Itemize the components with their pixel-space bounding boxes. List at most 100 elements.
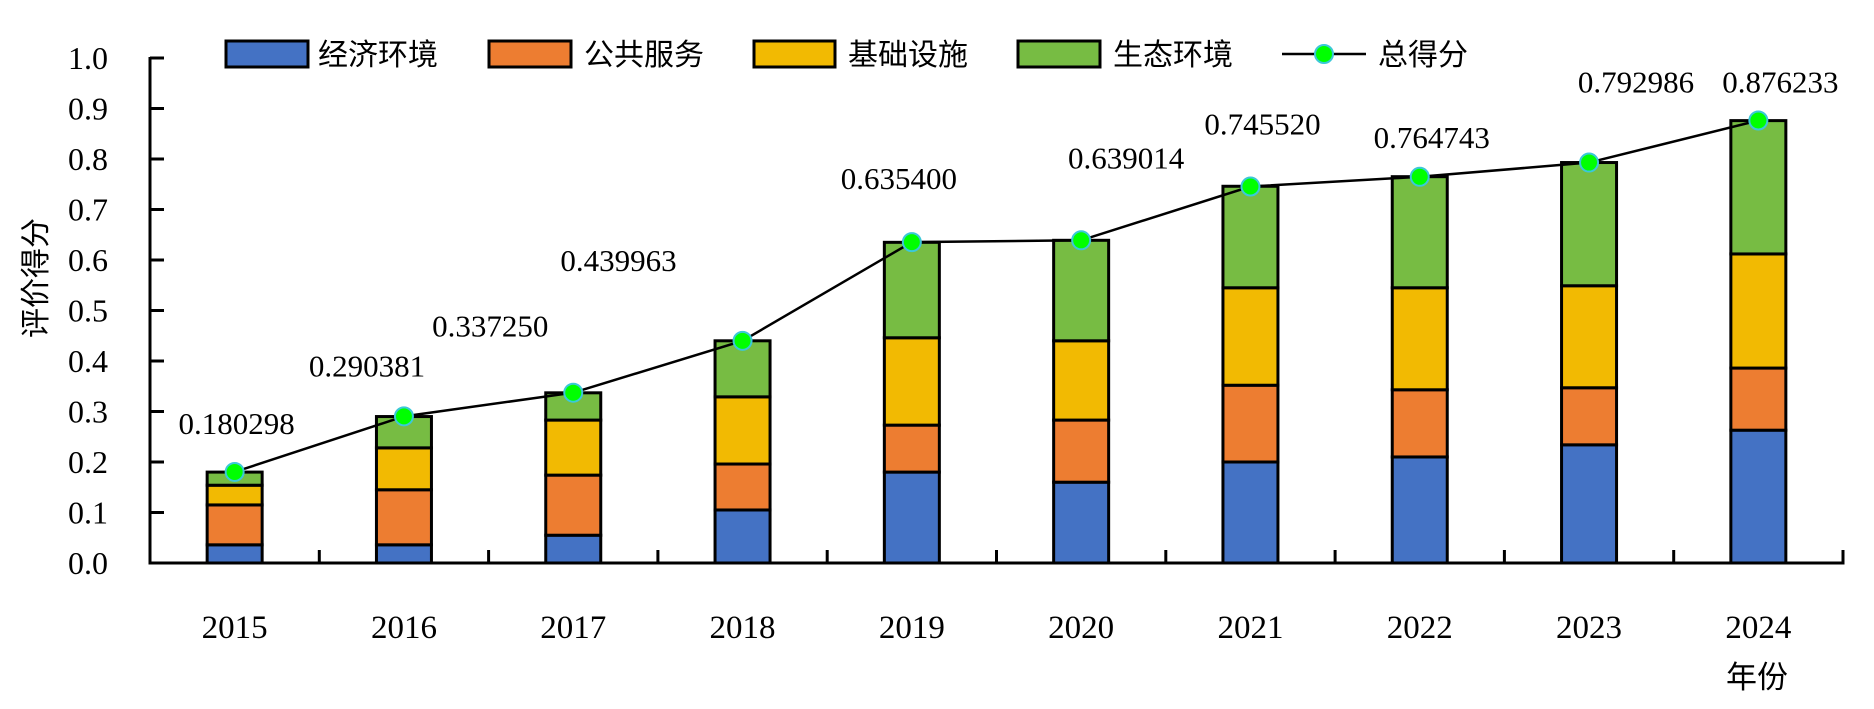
bar-segment-ecology xyxy=(1052,238,1111,343)
bar-segment-economic xyxy=(1729,428,1788,565)
legend-swatch-ecology xyxy=(1016,39,1102,69)
bar-segment-infrastructure xyxy=(374,446,433,492)
bar-segment-economic xyxy=(713,508,772,565)
y-tick-label: 0.2 xyxy=(68,444,108,480)
bar-segment-ecology xyxy=(1390,175,1449,290)
bar-segment-ecology xyxy=(1729,119,1788,256)
bar-segment-public-service xyxy=(1390,388,1449,459)
y-tick-label: 0.3 xyxy=(68,394,108,430)
bar-segment-public-service xyxy=(374,488,433,547)
bar-segment-public-service xyxy=(1560,386,1619,447)
y-tick-label: 0.6 xyxy=(68,242,108,278)
y-tick-label: 0.4 xyxy=(68,343,108,379)
legend-label-total-score: 总得分 xyxy=(1378,38,1468,73)
x-tick-label: 2015 xyxy=(202,610,268,646)
bar-segment-public-service xyxy=(1221,383,1280,464)
y-tick-label: 0.8 xyxy=(68,141,108,177)
bar-stack-2022 xyxy=(1390,175,1449,565)
total-score-marker xyxy=(393,406,414,427)
bar-stack-2018 xyxy=(713,339,772,565)
legend-item-economic: 经济环境 xyxy=(224,38,438,73)
y-tick-label: 1.0 xyxy=(68,40,108,76)
x-tick-label: 2023 xyxy=(1556,610,1622,646)
bar-segment-infrastructure xyxy=(1729,252,1788,370)
bar-segment-infrastructure xyxy=(1052,339,1111,422)
bar-segment-economic xyxy=(882,470,941,565)
y-axis-title: 评价得分 xyxy=(19,218,54,338)
bar-stack-2024 xyxy=(1729,119,1788,565)
legend-swatch-economic xyxy=(224,39,310,69)
x-tick-label: 2021 xyxy=(1217,610,1283,646)
y-tick-label: 0.5 xyxy=(68,293,108,329)
total-score-data-label: 0.337250 xyxy=(432,309,548,344)
bar-segment-public-service xyxy=(713,462,772,512)
legend-swatch-public-service xyxy=(487,39,573,69)
legend: 经济环境 公共服务 基础设施 生态环境 总得分 xyxy=(224,38,1468,73)
bar-segment-economic xyxy=(205,543,264,565)
bar-segment-infrastructure xyxy=(713,395,772,466)
x-tick-label: 2024 xyxy=(1725,610,1791,646)
bar-segment-infrastructure xyxy=(205,483,264,507)
total-score-markers xyxy=(224,110,1769,482)
total-score-data-label: 0.745520 xyxy=(1204,107,1320,142)
bar-segment-economic xyxy=(1560,443,1619,565)
total-score-line-layer xyxy=(234,119,1759,474)
bar-stack-2016 xyxy=(374,415,433,565)
total-score-marker xyxy=(1071,230,1092,251)
total-score-marker xyxy=(1240,176,1261,197)
bar-segment-economic xyxy=(1390,455,1449,565)
total-score-data-label: 0.180298 xyxy=(179,406,295,441)
total-score-data-label: 0.792986 xyxy=(1578,65,1694,100)
bar-segment-public-service xyxy=(882,423,941,474)
bar-segment-economic xyxy=(1052,480,1111,565)
bar-segment-economic xyxy=(544,533,603,565)
bar-stack-2015 xyxy=(205,470,264,565)
bar-segment-public-service xyxy=(544,473,603,537)
total-score-data-label: 0.290381 xyxy=(309,348,425,383)
total-score-marker xyxy=(1748,110,1769,131)
total-score-marker xyxy=(1409,166,1430,187)
x-tick-label: 2017 xyxy=(540,610,606,646)
total-score-data-label: 0.439963 xyxy=(560,243,676,278)
bar-segment-ecology xyxy=(882,240,941,340)
bar-segment-infrastructure xyxy=(1390,286,1449,392)
bar-segment-public-service xyxy=(1729,366,1788,432)
bar-segment-economic xyxy=(1221,460,1280,565)
bar-stack-2020 xyxy=(1052,238,1111,565)
legend-item-total-score: 总得分 xyxy=(1282,38,1468,73)
bar-stack-2019 xyxy=(882,240,941,565)
legend-item-infrastructure: 基础设施 xyxy=(752,38,968,73)
bar-segment-public-service xyxy=(205,503,264,547)
bar-segment-ecology xyxy=(1221,184,1280,290)
x-tick-label: 2018 xyxy=(710,610,776,646)
x-axis-title: 年份 xyxy=(1726,660,1788,696)
legend-item-public-service: 公共服务 xyxy=(487,38,704,73)
bar-stack-2023 xyxy=(1560,161,1619,565)
total-score-marker xyxy=(732,330,753,351)
bar-stack-2021 xyxy=(1221,184,1280,565)
bar-segment-infrastructure xyxy=(544,418,603,477)
x-tick-label: 2019 xyxy=(879,610,945,646)
x-tick-label: 2022 xyxy=(1387,610,1453,646)
legend-item-ecology: 生态环境 xyxy=(1016,38,1233,73)
bars-layer xyxy=(205,119,1788,565)
legend-label-public-service: 公共服务 xyxy=(584,38,704,73)
total-score-marker xyxy=(901,232,922,253)
total-score-marker xyxy=(224,461,245,482)
bar-segment-ecology xyxy=(1560,161,1619,288)
legend-label-economic: 经济环境 xyxy=(318,38,438,73)
y-tick-label: 0.1 xyxy=(68,495,108,531)
total-score-data-label: 0.639014 xyxy=(1068,140,1185,175)
y-tick-label: 0.9 xyxy=(68,91,108,127)
bar-segment-infrastructure xyxy=(1560,284,1619,390)
y-axis-ticks: 0.0 0.1 0.2 0.3 0.4 0.5 0.6 0.7 0.8 0.9 1.0 xyxy=(68,40,164,581)
total-score-line xyxy=(234,119,1759,474)
legend-marker-total-score xyxy=(1314,44,1334,64)
bar-segment-economic xyxy=(374,543,433,565)
y-tick-label: 0.0 xyxy=(68,545,108,581)
bar-segment-infrastructure xyxy=(1221,286,1280,387)
y-tick-label: 0.7 xyxy=(68,192,108,228)
x-tick-label: 2016 xyxy=(371,610,437,646)
